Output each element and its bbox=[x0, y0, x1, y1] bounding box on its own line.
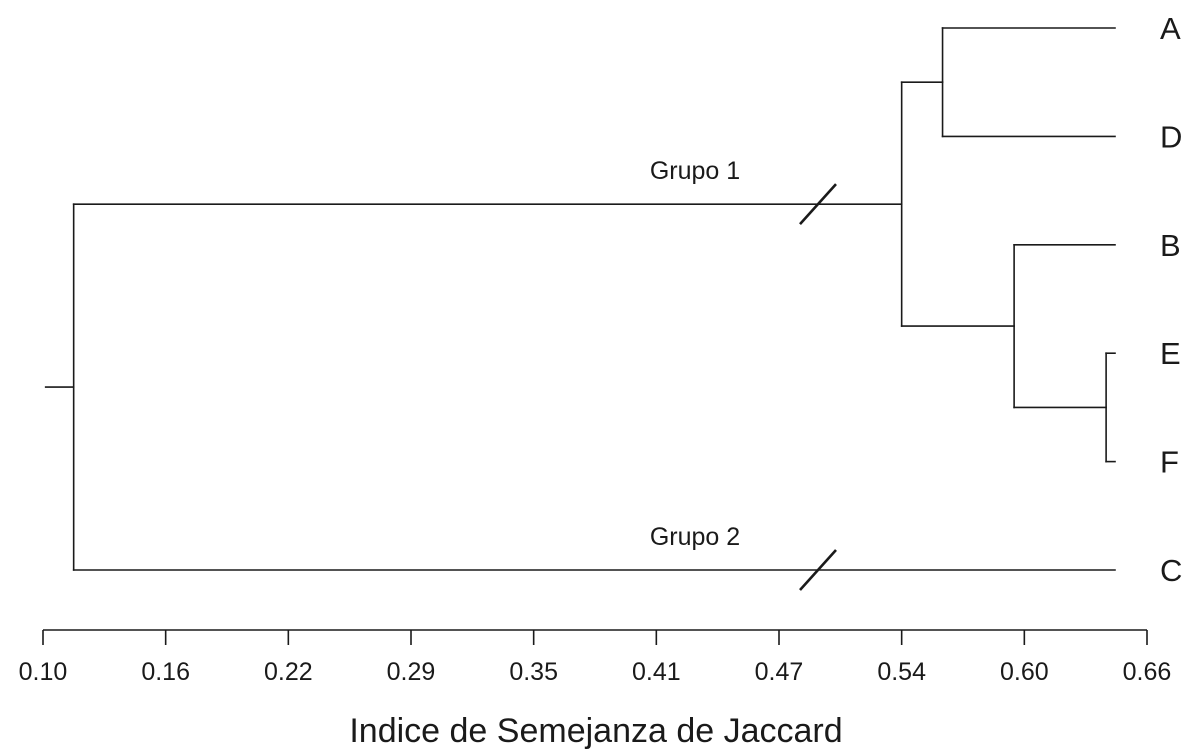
x-tick-label: 0.29 bbox=[387, 658, 436, 686]
leaf-label: C bbox=[1160, 553, 1182, 588]
x-tick-label: 0.47 bbox=[755, 658, 804, 686]
x-tick-label: 0.41 bbox=[632, 658, 681, 686]
group-label: Grupo 1 bbox=[650, 157, 740, 185]
dendrogram-tree: A D B E F C Grupo 1 Grupo 2 bbox=[44, 11, 1182, 591]
x-tick-label: 0.10 bbox=[19, 658, 68, 686]
x-tick-label: 0.22 bbox=[264, 658, 313, 686]
x-tick-label: 0.54 bbox=[877, 658, 926, 686]
axis-break-mark bbox=[799, 183, 837, 226]
x-axis-title: Indice de Semejanza de Jaccard bbox=[349, 712, 842, 750]
leaf-label: A bbox=[1160, 11, 1181, 46]
leaf-label: E bbox=[1160, 336, 1181, 371]
x-tick-label: 0.66 bbox=[1123, 658, 1172, 686]
group-label: Grupo 2 bbox=[650, 523, 740, 551]
x-axis-ticks: 0.10 0.16 0.22 0.29 0.35 0.41 0.47 0.54 0.60 0.66 bbox=[19, 630, 1172, 686]
x-tick-label: 0.16 bbox=[141, 658, 190, 686]
leaf-label: B bbox=[1160, 228, 1181, 263]
x-tick-label: 0.35 bbox=[509, 658, 558, 686]
leaf-label: F bbox=[1160, 445, 1179, 480]
leaf-label: D bbox=[1160, 119, 1182, 154]
x-tick-label: 0.60 bbox=[1000, 658, 1049, 686]
axis-break-mark bbox=[799, 549, 837, 591]
